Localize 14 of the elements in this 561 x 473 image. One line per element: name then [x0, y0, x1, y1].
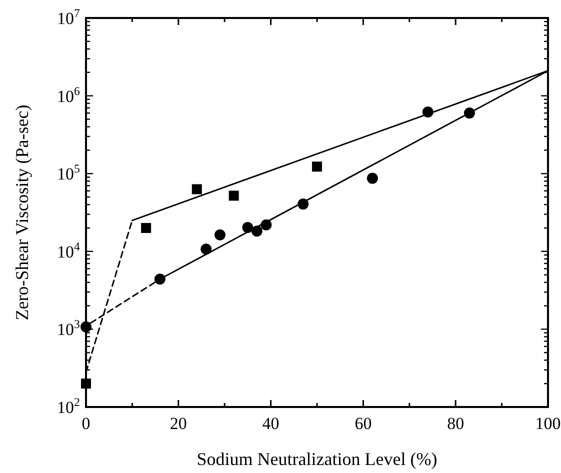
y-tick-label: 10$^{4}$: [57, 239, 80, 262]
x-tick-label: 60: [354, 414, 372, 433]
x-tick-label: 40: [262, 414, 280, 433]
y-tick-label: 10$^{6}$: [57, 84, 80, 106]
y-tick-label: 10$^{5}$: [57, 162, 80, 184]
y-tick-label: 10$^{3}$: [57, 317, 80, 340]
y-tick-label: 10$^{7}$: [57, 6, 80, 28]
y-axis-title: Zero-Shear Viscosity (Pa-sec): [12, 104, 32, 320]
y-tick-label: 10$^{2}$: [57, 395, 80, 417]
x-axis-title: Sodium Neutralization Level (%): [196, 449, 438, 469]
x-tick-label: 20: [170, 414, 187, 433]
x-tick-label: 100: [535, 414, 561, 433]
x-tick-label: 80: [447, 414, 464, 433]
x-tick-label: 0: [82, 414, 90, 433]
